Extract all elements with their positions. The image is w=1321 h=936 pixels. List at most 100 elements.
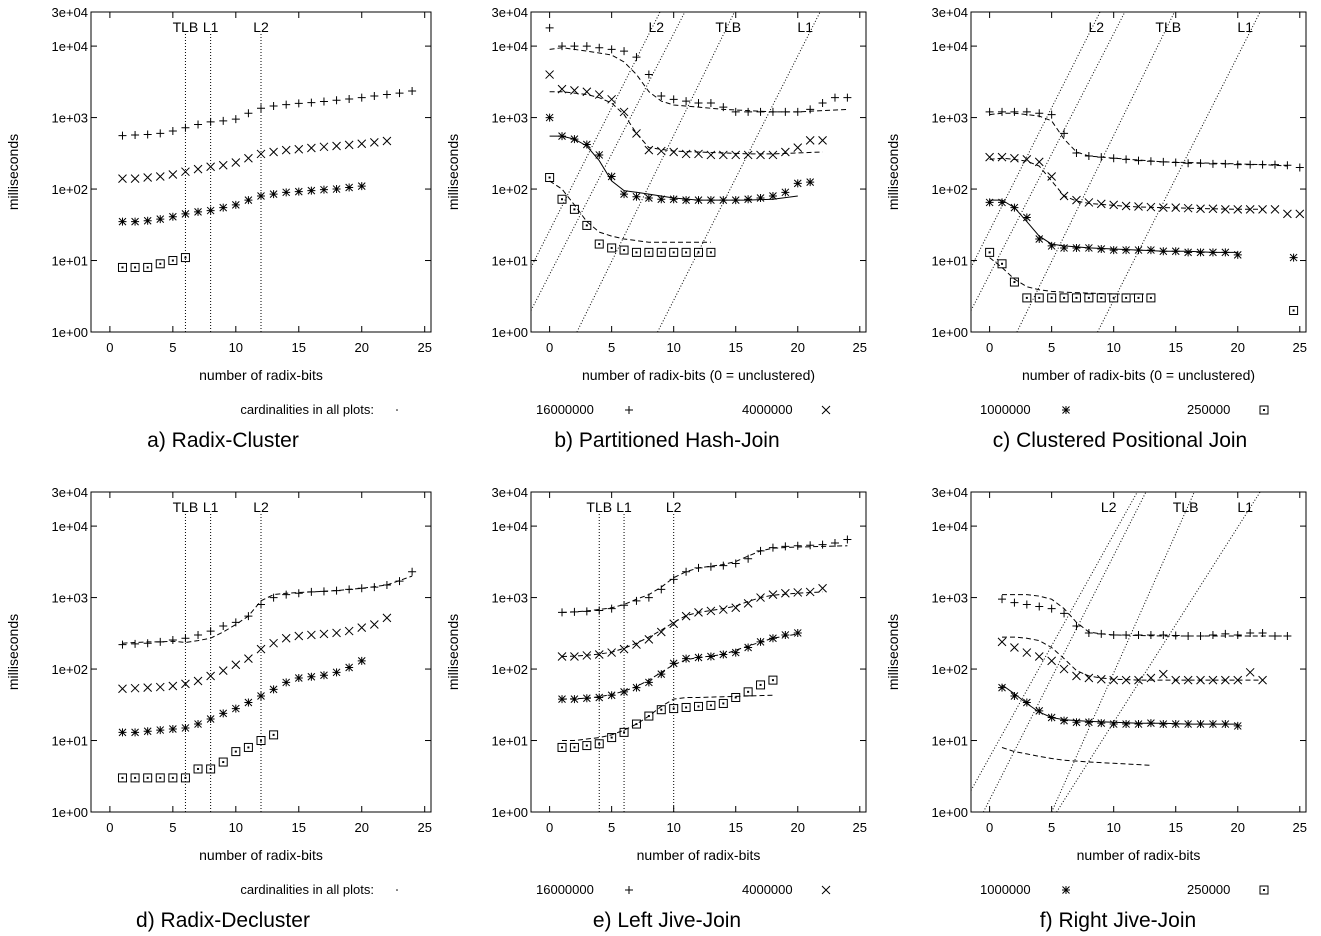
data-point-4000000 <box>206 162 215 172</box>
x-tick-label: 5 <box>608 340 615 355</box>
data-point-250000 <box>619 245 629 255</box>
data-point-4000000 <box>644 635 654 644</box>
data-point-1000000 <box>1184 720 1193 729</box>
data-point-1000000 <box>756 637 765 646</box>
data-point-1000000 <box>731 648 740 657</box>
data-point-16000000 <box>620 601 629 610</box>
data-point-4000000 <box>594 90 604 99</box>
y-tick-label: 1e+00 <box>491 805 528 820</box>
data-point-4000000 <box>193 164 203 174</box>
data-point-4000000 <box>118 174 127 183</box>
data-point-250000 <box>1059 293 1069 303</box>
x-tick-label: 10 <box>1106 340 1120 355</box>
x-axis-label: number of radix-bits <box>199 847 323 863</box>
data-point-250000 <box>706 700 716 710</box>
data-point-16000000 <box>669 95 678 104</box>
data-point-1000000 <box>194 207 203 216</box>
data-point-250000 <box>1034 293 1044 303</box>
data-point-16000000 <box>206 117 215 126</box>
data-point-16000000 <box>1097 153 1106 162</box>
data-point-4000000 <box>805 136 815 145</box>
data-point-250000 <box>681 247 691 257</box>
data-point-4000000 <box>1283 209 1292 219</box>
data-point-250000 <box>997 259 1007 269</box>
data-point-4000000 <box>1047 172 1057 181</box>
data-point-16000000 <box>694 563 703 572</box>
y-tick-label: 1e+02 <box>51 182 88 197</box>
data-point-4000000 <box>1245 204 1255 214</box>
data-point-16000000 <box>269 102 278 111</box>
data-point-16000000 <box>219 622 228 631</box>
vline-label: L2 <box>253 19 269 35</box>
legend-label-250000: 250000 <box>1187 882 1230 897</box>
data-point-16000000 <box>131 131 140 140</box>
data-point-4000000 <box>369 620 379 629</box>
data-point-1000000 <box>1022 213 1031 222</box>
data-point-1000000 <box>1196 720 1205 729</box>
data-point-4000000 <box>718 150 728 160</box>
data-point-16000000 <box>1084 628 1093 637</box>
y-tick-label: 1e+00 <box>51 325 88 340</box>
y-tick-label: 1e+01 <box>51 254 88 269</box>
data-point-16000000 <box>1109 630 1118 639</box>
data-point-250000 <box>1084 293 1094 303</box>
data-point-16000000 <box>998 595 1007 604</box>
data-point-1000000 <box>282 678 291 687</box>
data-point-16000000 <box>1022 107 1031 116</box>
data-point-4000000 <box>681 611 691 621</box>
data-point-16000000 <box>269 593 278 602</box>
data-point-1000000 <box>257 191 265 200</box>
data-point-1000000 <box>644 678 653 687</box>
data-point-16000000 <box>282 590 291 599</box>
data-point-16000000 <box>644 70 653 79</box>
data-point-4000000 <box>193 676 203 686</box>
data-point-250000 <box>644 711 654 721</box>
x-tick-label: 5 <box>169 340 176 355</box>
data-point-250000 <box>1009 277 1019 287</box>
y-tick-label: 1e+03 <box>931 591 968 606</box>
vline-label: L2 <box>253 499 269 515</box>
data-point-4000000 <box>281 633 291 643</box>
data-point-16000000 <box>830 93 839 102</box>
data-point-1000000 <box>558 132 567 141</box>
data-point-1000000 <box>1171 720 1180 729</box>
diag-line <box>1051 492 1195 812</box>
model-curve <box>1001 684 1238 725</box>
plot-left-jive-join: 0 5 10 15 20 25 1e+00 1e+01 1e+02 1e+03 1e+04 3e+04… <box>445 485 867 863</box>
legend-label-250000: 250000 <box>1187 402 1230 417</box>
data-point-250000 <box>1096 293 1106 303</box>
data-point-4000000 <box>1233 204 1243 214</box>
data-point-16000000 <box>719 561 728 570</box>
data-point-1000000 <box>595 693 604 702</box>
data-point-4000000 <box>780 588 790 598</box>
data-point-16000000 <box>558 608 567 617</box>
data-point-1000000 <box>1289 253 1298 262</box>
data-point-250000 <box>218 757 228 767</box>
legend-row-2: cardinalities in all plots: 16000000 400… <box>240 882 1269 897</box>
data-point-16000000 <box>1184 159 1193 168</box>
diag-label: TLB <box>1173 499 1199 515</box>
data-point-4000000 <box>1146 202 1156 212</box>
x-tick-label: 5 <box>169 820 176 835</box>
y-tick-label: 1e+00 <box>931 325 968 340</box>
data-point-4000000 <box>582 87 592 97</box>
data-point-4000000 <box>706 150 716 160</box>
data-point-1000000 <box>345 183 354 192</box>
legend-label-16000000: 16000000 <box>536 402 594 417</box>
data-point-250000 <box>269 730 279 740</box>
data-point-16000000 <box>244 612 253 621</box>
data-point-4000000 <box>1034 652 1044 661</box>
data-point-4000000 <box>1096 199 1106 209</box>
caption-a: a) Radix-Cluster <box>147 429 299 452</box>
data-point-4000000 <box>1072 671 1081 681</box>
data-point-4000000 <box>731 150 741 160</box>
x-tick-label: 5 <box>608 820 615 835</box>
data-point-250000 <box>743 687 753 697</box>
data-point-250000 <box>706 247 716 257</box>
x-tick-label: 15 <box>292 340 306 355</box>
data-point-4000000 <box>656 627 666 637</box>
plot-frame <box>530 491 867 813</box>
data-point-1000000 <box>706 652 715 661</box>
x-tick-label: 0 <box>986 340 993 355</box>
data-point-16000000 <box>1184 632 1193 641</box>
